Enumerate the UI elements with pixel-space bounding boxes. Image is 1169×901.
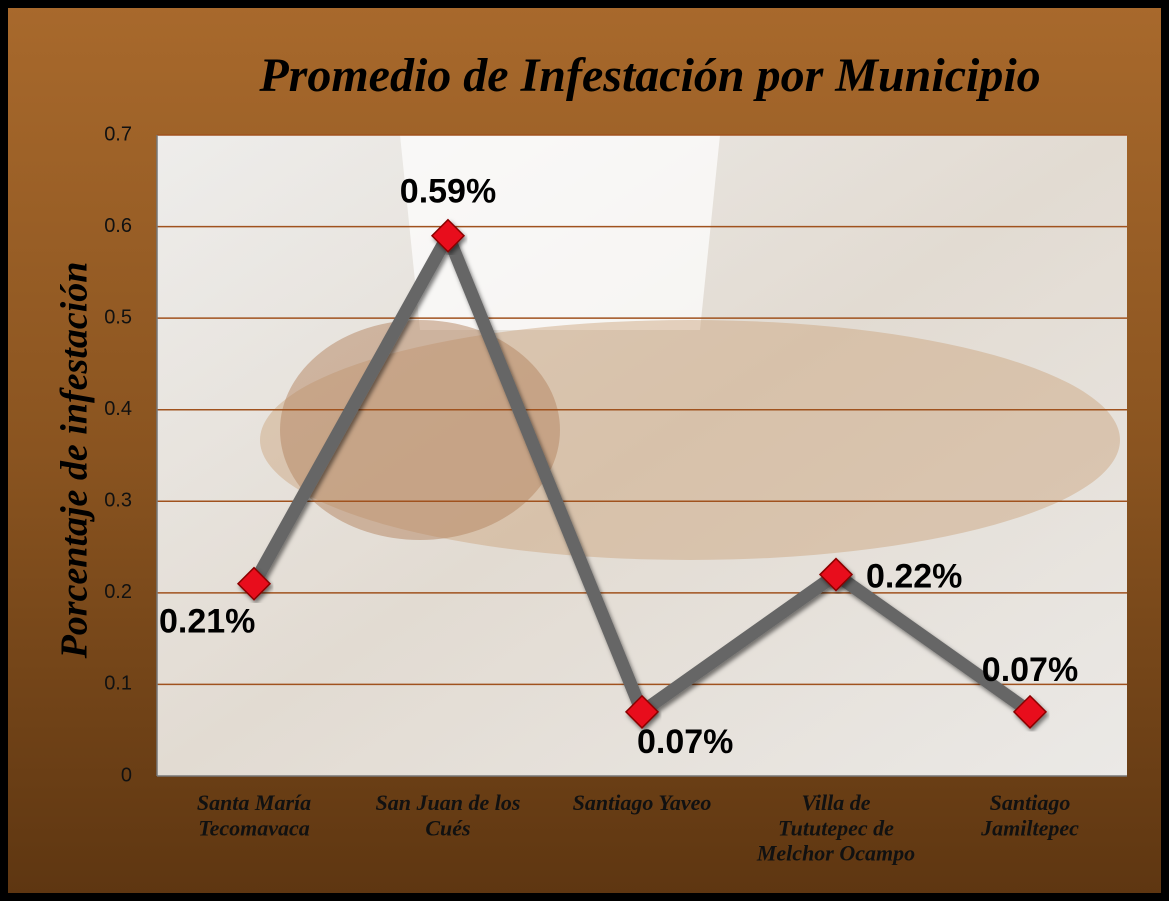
y-tick-label: 0.1	[104, 673, 132, 695]
marker	[624, 694, 660, 729]
y-tick-label: 0.7	[104, 123, 132, 145]
data-label: 0.59%	[400, 173, 496, 211]
x-tick-label: San Juan de los Cués	[376, 790, 521, 840]
x-tick-label: Santa María Tecomavaca	[197, 790, 311, 840]
data-label: 0.22%	[866, 558, 962, 596]
y-tick-label: 0.2	[104, 581, 132, 603]
chart-title: Promedio de Infestación por Municipio	[258, 49, 1040, 102]
data-label: 0.07%	[637, 723, 733, 761]
photo-highlight	[400, 135, 720, 330]
marker	[236, 566, 272, 601]
y-tick-label: 0.4	[104, 398, 132, 420]
marker	[430, 218, 466, 253]
data-label: 0.21%	[159, 603, 255, 641]
y-tick-label: 0	[121, 764, 132, 786]
marker	[818, 557, 854, 592]
data-label: 0.07%	[982, 651, 1078, 689]
insect-photo	[280, 320, 560, 540]
y-tick-label: 0.6	[104, 215, 132, 237]
x-tick-label: Santiago Yaveo	[573, 790, 712, 815]
marker	[1012, 694, 1048, 729]
x-tick-label: Villa de Tututepec de Melchor Ocampo	[756, 790, 915, 866]
x-tick-label: Santiago Jamiltepec	[980, 790, 1079, 840]
y-tick-label: 0.5	[104, 306, 132, 328]
y-tick-label: 0.3	[104, 490, 132, 512]
y-axis-label: Porcentaje de infestación	[54, 262, 96, 660]
